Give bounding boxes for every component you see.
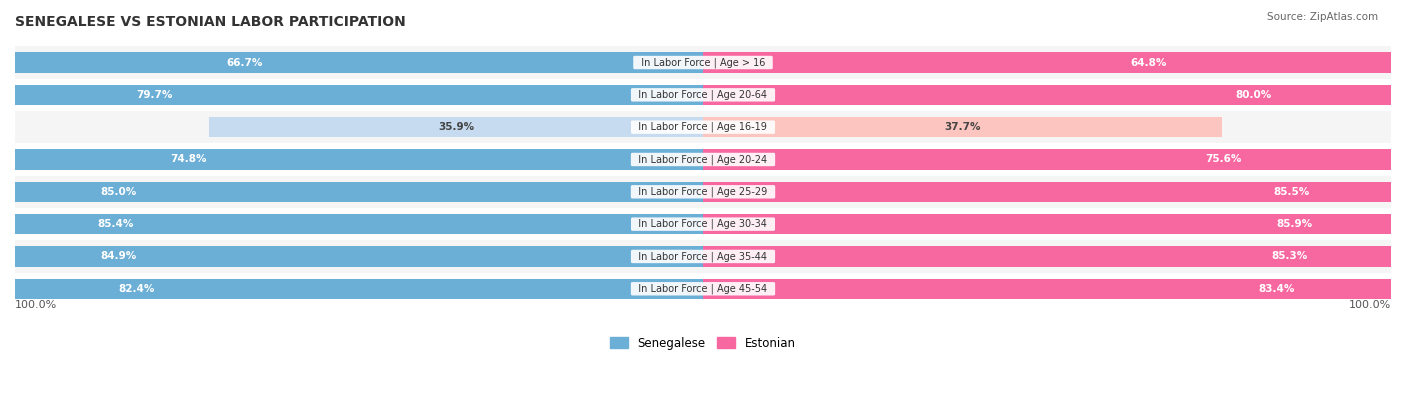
Bar xyxy=(0,214,703,234)
Text: 66.7%: 66.7% xyxy=(226,58,263,68)
Text: 85.3%: 85.3% xyxy=(1272,252,1308,261)
Bar xyxy=(15,273,1391,305)
Bar xyxy=(0,149,703,170)
Bar xyxy=(15,176,1391,208)
Text: 79.7%: 79.7% xyxy=(136,90,173,100)
Text: 75.6%: 75.6% xyxy=(1205,154,1241,164)
Bar xyxy=(703,214,1406,234)
Legend: Senegalese, Estonian: Senegalese, Estonian xyxy=(606,332,800,354)
Text: In Labor Force | Age 20-24: In Labor Force | Age 20-24 xyxy=(633,154,773,165)
Bar xyxy=(703,149,1406,170)
Text: In Labor Force | Age 25-29: In Labor Force | Age 25-29 xyxy=(633,186,773,197)
Text: 100.0%: 100.0% xyxy=(15,300,58,310)
Text: 64.8%: 64.8% xyxy=(1130,58,1167,68)
Text: 82.4%: 82.4% xyxy=(118,284,155,294)
Text: 85.0%: 85.0% xyxy=(100,187,136,197)
Bar xyxy=(15,46,1391,79)
Bar xyxy=(0,52,703,73)
Text: 37.7%: 37.7% xyxy=(943,122,980,132)
Text: 85.5%: 85.5% xyxy=(1272,187,1309,197)
Text: 84.9%: 84.9% xyxy=(101,252,136,261)
Bar xyxy=(0,182,703,202)
Bar xyxy=(0,246,703,267)
Text: In Labor Force | Age 35-44: In Labor Force | Age 35-44 xyxy=(633,251,773,262)
Bar xyxy=(703,117,1222,137)
Text: 35.9%: 35.9% xyxy=(437,122,474,132)
Bar xyxy=(703,246,1406,267)
Bar xyxy=(703,85,1406,105)
Bar xyxy=(15,143,1391,176)
Bar xyxy=(703,182,1406,202)
Bar xyxy=(703,278,1406,299)
Bar xyxy=(15,208,1391,240)
Bar xyxy=(0,85,703,105)
Text: In Labor Force | Age > 16: In Labor Force | Age > 16 xyxy=(634,57,772,68)
Bar xyxy=(209,117,703,137)
Bar xyxy=(15,111,1391,143)
Text: In Labor Force | Age 20-64: In Labor Force | Age 20-64 xyxy=(633,90,773,100)
Bar xyxy=(0,278,703,299)
Bar xyxy=(703,52,1406,73)
Bar xyxy=(15,79,1391,111)
Text: 74.8%: 74.8% xyxy=(170,154,207,164)
Text: 85.9%: 85.9% xyxy=(1275,219,1312,229)
Bar xyxy=(15,240,1391,273)
Text: 80.0%: 80.0% xyxy=(1236,90,1271,100)
Text: 100.0%: 100.0% xyxy=(1348,300,1391,310)
Text: In Labor Force | Age 16-19: In Labor Force | Age 16-19 xyxy=(633,122,773,132)
Text: In Labor Force | Age 30-34: In Labor Force | Age 30-34 xyxy=(633,219,773,229)
Text: Source: ZipAtlas.com: Source: ZipAtlas.com xyxy=(1267,12,1378,22)
Text: In Labor Force | Age 45-54: In Labor Force | Age 45-54 xyxy=(633,284,773,294)
Text: SENEGALESE VS ESTONIAN LABOR PARTICIPATION: SENEGALESE VS ESTONIAN LABOR PARTICIPATI… xyxy=(15,15,406,29)
Text: 85.4%: 85.4% xyxy=(97,219,134,229)
Text: 83.4%: 83.4% xyxy=(1258,284,1295,294)
